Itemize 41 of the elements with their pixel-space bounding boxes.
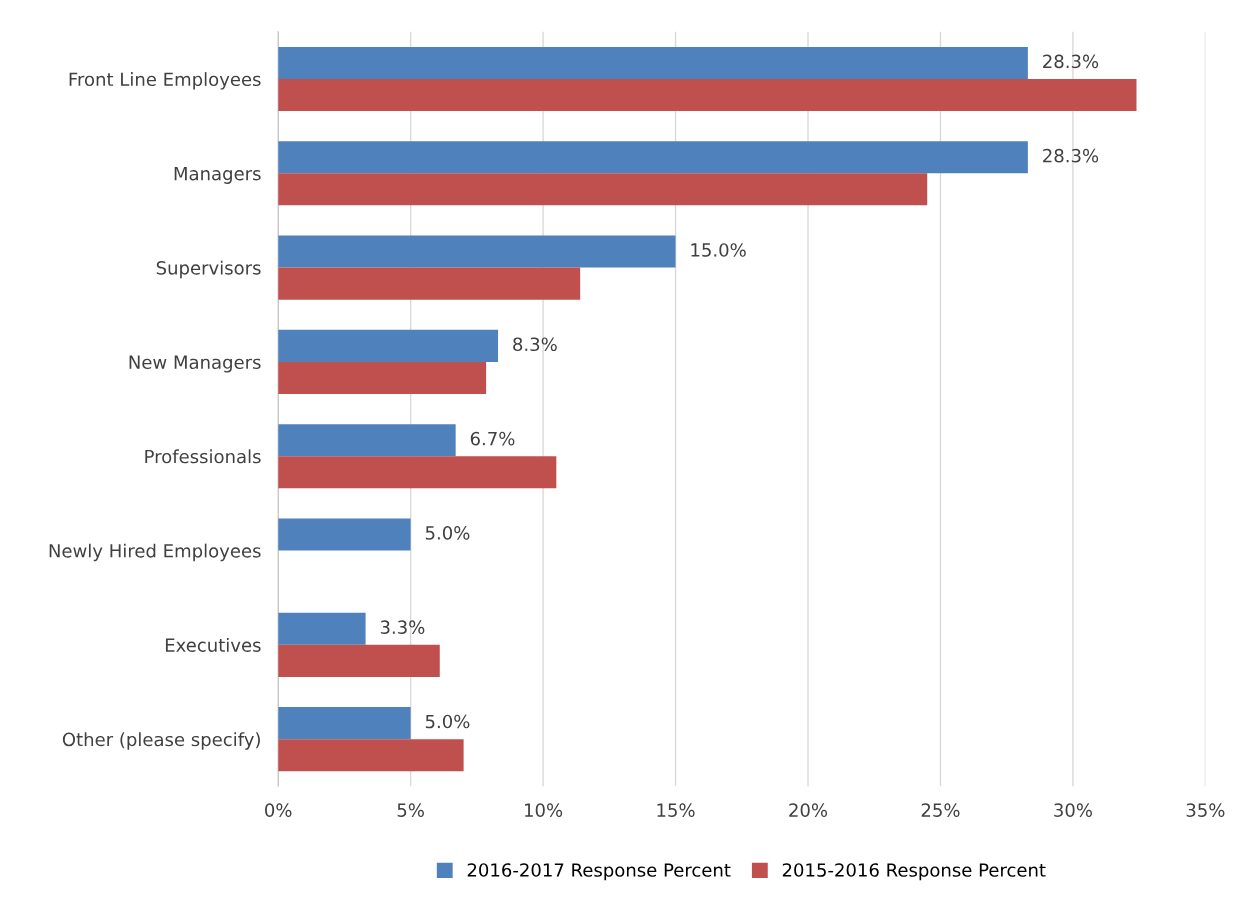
x-tick-label: 10% — [525, 803, 563, 817]
data-label: 6.7% — [470, 431, 515, 446]
x-tick-label: 0% — [265, 803, 292, 817]
x-tick-label: 20% — [789, 803, 828, 817]
bar — [278, 141, 1028, 174]
bar — [278, 329, 499, 362]
bar — [278, 739, 464, 772]
x-tick-label: 35% — [1186, 803, 1225, 817]
x-tick-label: 30% — [1054, 803, 1092, 817]
y-tick-label: Executives — [165, 637, 261, 652]
y-tick-label: Supervisors — [156, 260, 261, 279]
legend-label: 2015-2016 Response Percent — [782, 863, 1046, 881]
data-label: 5.0% — [425, 526, 470, 540]
data-label: 3.3% — [380, 620, 425, 635]
y-tick-label: Newly Hired Employees — [49, 543, 261, 562]
y-tick-label: Managers — [174, 166, 261, 184]
x-tick-label: 5% — [397, 803, 424, 817]
bar — [278, 267, 581, 300]
bar — [278, 518, 411, 551]
bar — [278, 235, 676, 268]
x-tick-label: 15% — [657, 803, 695, 817]
bar — [278, 361, 487, 394]
x-tick-label: 25% — [921, 803, 960, 817]
bar — [278, 456, 557, 489]
bar — [278, 173, 928, 206]
y-tick-label: Front Line Employees — [69, 72, 261, 90]
data-label: 5.0% — [425, 714, 470, 729]
bar — [278, 424, 456, 457]
y-tick-label: Other (please specify) — [62, 732, 260, 750]
bar — [278, 644, 440, 677]
y-tick-label: Professionals — [145, 449, 261, 464]
data-label: 28.3% — [1043, 148, 1099, 163]
y-tick-label: New Managers — [129, 355, 261, 373]
data-label: 8.3% — [513, 337, 557, 352]
data-label: 28.3% — [1043, 54, 1099, 69]
bar — [278, 46, 1028, 79]
bar — [278, 78, 1137, 112]
data-label: 15.0% — [691, 243, 746, 257]
bar — [278, 707, 411, 740]
bar — [278, 612, 366, 645]
legend-label: 2016-2017 Response Percent — [467, 863, 731, 881]
